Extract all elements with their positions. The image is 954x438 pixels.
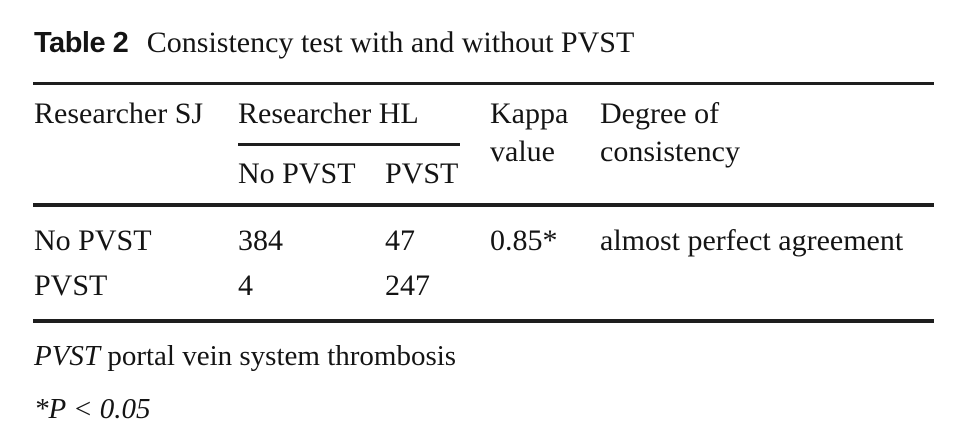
researcher-hl-spanner-rule	[238, 143, 460, 146]
row1-no-pvst-count: 384	[238, 224, 283, 257]
row2-pvst-count: 247	[385, 269, 430, 302]
subheader-no-pvst: No PVST	[238, 157, 356, 190]
footnote-significance: *P < 0.05	[34, 393, 151, 425]
row1-degree-of-consistency: almost perfect agreement	[600, 224, 904, 257]
header-kappa-line1: Kappa	[490, 97, 569, 130]
row1-kappa-value: 0.85*	[490, 224, 558, 257]
table-caption: Table 2 Consistency test with and withou…	[34, 26, 634, 60]
header-kappa-line2: value	[490, 135, 555, 168]
row2-no-pvst-count: 4	[238, 269, 253, 302]
row1-researcher-sj: No PVST	[34, 224, 152, 257]
header-researcher-sj: Researcher SJ	[34, 97, 204, 130]
footnote-abbreviation: PVST portal vein system thrombosis	[34, 340, 456, 373]
table-caption-label: Table 2	[34, 27, 129, 59]
footnote-abbreviation-term: PVST	[34, 340, 101, 372]
row2-researcher-sj: PVST	[34, 269, 108, 302]
table-bottom-rule	[33, 319, 934, 323]
header-degree-line1: Degree of	[600, 97, 720, 130]
header-researcher-hl-group: Researcher HL	[238, 97, 419, 130]
table-caption-text: Consistency test with and without PVST	[146, 26, 635, 59]
table-header-rule	[33, 203, 934, 207]
row1-pvst-count: 47	[385, 224, 415, 257]
footnote-abbreviation-definition: portal vein system thrombosis	[107, 340, 457, 372]
subheader-pvst: PVST	[385, 157, 459, 190]
header-degree-line2: consistency	[600, 135, 740, 168]
table-top-rule	[33, 82, 934, 85]
